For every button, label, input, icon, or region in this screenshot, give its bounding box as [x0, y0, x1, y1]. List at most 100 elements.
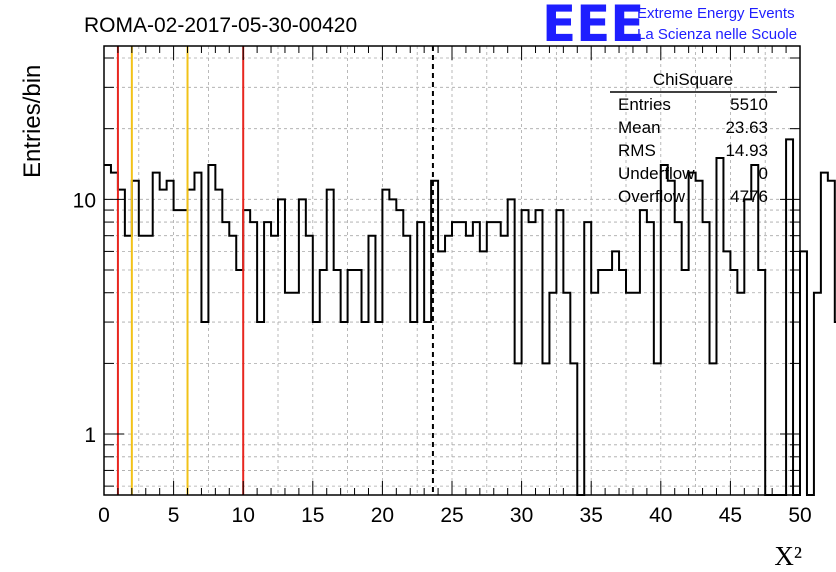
marker-lines	[116, 46, 434, 495]
x-tick-label: 10	[232, 504, 255, 527]
histogram-bin	[682, 270, 689, 495]
histogram-bin	[313, 322, 320, 495]
eee-logo-mark: EEE	[542, 0, 644, 53]
histogram-bin	[229, 236, 236, 495]
histogram-bin	[111, 173, 118, 495]
histogram-bin	[522, 210, 529, 495]
x-tick-label: 35	[580, 504, 603, 527]
stats-label: Entries	[618, 95, 671, 114]
stats-label: Underflow	[618, 164, 695, 183]
stats-value: 5510	[730, 95, 768, 114]
histogram-bin	[723, 251, 730, 495]
chart-title: ROMA-02-2017-05-30-00420	[84, 14, 357, 37]
histogram-bin	[167, 181, 174, 495]
histogram-bin	[800, 251, 807, 495]
histogram-bin	[355, 270, 362, 495]
histogram-bin	[480, 251, 487, 495]
histogram-bin	[132, 181, 139, 495]
x-tick-label: 40	[649, 504, 672, 527]
histogram-bin	[737, 293, 744, 495]
stats-label: RMS	[618, 141, 656, 160]
histogram-bin	[689, 173, 696, 495]
histogram-bin	[264, 222, 271, 495]
histogram-bin	[744, 199, 751, 495]
histogram-bin	[299, 199, 306, 495]
x-tick-label: 25	[440, 504, 463, 527]
histogram-bin	[508, 199, 515, 495]
histogram-bin	[341, 322, 348, 495]
stats-title: ChiSquare	[653, 70, 733, 89]
histogram-bin	[563, 293, 570, 495]
histogram-bin	[452, 222, 459, 495]
x-tick-label: 45	[719, 504, 742, 527]
histogram-bin	[626, 293, 633, 495]
histogram-bin	[118, 190, 125, 495]
histogram-bin	[285, 293, 292, 495]
histogram-bin	[292, 293, 299, 495]
axis-ticks	[103, 46, 801, 495]
stats-label: Mean	[618, 118, 661, 137]
histogram-bin	[424, 322, 431, 495]
histogram-bin	[710, 363, 717, 495]
histogram-bin	[494, 222, 501, 495]
histogram-bin	[208, 165, 215, 495]
stats-box: ChiSquare Entries 5510 Mean 23.63 RMS 14.93 Un…	[610, 70, 777, 206]
histogram-bin	[598, 270, 605, 495]
histogram-bin	[278, 199, 285, 495]
histogram-bin	[257, 322, 264, 495]
histogram-bin	[320, 270, 327, 495]
histogram-bin	[605, 270, 612, 495]
histogram-bin	[473, 222, 480, 495]
histogram-bin	[348, 270, 355, 495]
histogram-bin	[382, 190, 389, 495]
histogram-bin	[445, 236, 452, 495]
histogram-bin	[236, 270, 243, 495]
histogram-bin	[542, 363, 549, 495]
histogram-bin	[271, 236, 278, 495]
histogram-bin	[751, 165, 758, 495]
histogram-bin	[215, 190, 222, 495]
x-tick-label: 50	[788, 504, 811, 527]
histogram-bin	[125, 236, 132, 495]
histogram-bin	[181, 210, 188, 495]
stats-value: 0	[759, 164, 768, 183]
histogram-bin	[515, 363, 522, 495]
histogram-bin	[389, 199, 396, 495]
histogram-bin	[675, 222, 682, 495]
histogram-bin	[668, 181, 675, 495]
stats-value: 4776	[730, 187, 768, 206]
histogram-bin	[661, 165, 668, 495]
histogram-bin	[466, 236, 473, 495]
histogram-bin	[786, 139, 793, 495]
histogram-bin	[174, 210, 181, 495]
histogram-bin	[716, 158, 723, 495]
histogram-bin	[146, 236, 153, 495]
histogram-bin	[619, 270, 626, 495]
stats-value: 23.63	[725, 118, 768, 137]
histogram-bin	[362, 322, 369, 495]
histogram-bin	[640, 210, 647, 495]
histogram-bin	[584, 222, 591, 495]
histogram-bin	[612, 251, 619, 495]
histogram-bin	[160, 190, 167, 495]
histogram-bin	[703, 222, 710, 495]
histogram-bin	[647, 222, 654, 495]
x-axis-title: X²	[774, 541, 802, 571]
histogram-bin	[501, 236, 508, 495]
histogram-bin	[403, 236, 410, 495]
histogram-bin	[438, 251, 445, 495]
histogram-bin	[201, 322, 208, 495]
histogram-bin	[696, 181, 703, 495]
histogram-bin	[250, 222, 257, 495]
histogram-bin	[536, 210, 543, 495]
histogram-bin	[549, 293, 556, 495]
histogram-bin	[814, 293, 821, 495]
histogram-bin	[487, 222, 494, 495]
histogram-bin	[104, 165, 111, 495]
histogram-bin	[591, 293, 598, 495]
histogram-bin	[139, 236, 146, 495]
histogram-bin	[821, 173, 828, 495]
logo-line-2: La Scienza nelle Scuole	[637, 26, 797, 43]
histogram-bin	[570, 363, 577, 495]
histogram-bin	[327, 190, 334, 495]
